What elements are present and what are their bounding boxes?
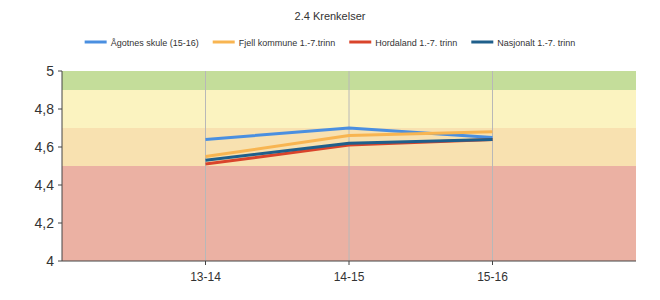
title: 2.4 Krenkelser xyxy=(295,10,366,22)
grid-line xyxy=(205,71,206,261)
legend-item: Fjell kommune 1.-7.trinn xyxy=(213,38,336,48)
y-axis xyxy=(62,71,63,261)
legend-swatch xyxy=(85,41,107,44)
legend-label: Nasjonalt 1.-7. trinn xyxy=(497,38,575,48)
x-tick xyxy=(492,261,493,265)
y-tick-label: 4,4 xyxy=(35,177,55,193)
legend-item: Ågotnes skule (15-16) xyxy=(85,38,199,48)
legend-swatch xyxy=(349,41,371,44)
y-tick-label: 4,2 xyxy=(35,215,55,231)
legend-swatch xyxy=(213,41,235,44)
legend-label: Ågotnes skule (15-16) xyxy=(111,38,199,48)
legend-item: Nasjonalt 1.-7. trinn xyxy=(471,38,575,48)
grid-line xyxy=(349,71,350,261)
legend-label: Hordaland 1.-7. trinn xyxy=(375,38,457,48)
y-tick-label: 4,8 xyxy=(35,101,55,117)
legend: Ågotnes skule (15-16) Fjell kommune 1.-7.… xyxy=(85,38,576,48)
y-tick xyxy=(58,109,62,110)
x-tick-label: 14-15 xyxy=(334,270,365,284)
y-tick xyxy=(58,261,62,262)
y-tick xyxy=(58,147,62,148)
legend-swatch xyxy=(471,41,493,44)
legend-label: Fjell kommune 1.-7.trinn xyxy=(239,38,336,48)
x-tick-label: 13-14 xyxy=(190,270,221,284)
y-tick xyxy=(58,185,62,186)
y-tick xyxy=(58,71,62,72)
legend-item: Hordaland 1.-7. trinn xyxy=(349,38,457,48)
y-tick-label: 5 xyxy=(46,63,54,79)
series-line xyxy=(206,139,493,160)
series-line xyxy=(206,139,493,164)
x-tick-label: 15-16 xyxy=(477,270,508,284)
plot-area xyxy=(62,71,636,261)
grid-line xyxy=(492,71,493,261)
chart: 4 4,2 4,4 4,6 4,8 5 13-14 14-15 15-16 2.4 Krenkel… xyxy=(0,0,660,300)
y-tick-label: 4,6 xyxy=(35,139,55,155)
y-tick xyxy=(58,223,62,224)
y-tick-label: 4 xyxy=(46,253,54,269)
x-tick xyxy=(205,261,206,265)
x-tick xyxy=(349,261,350,265)
